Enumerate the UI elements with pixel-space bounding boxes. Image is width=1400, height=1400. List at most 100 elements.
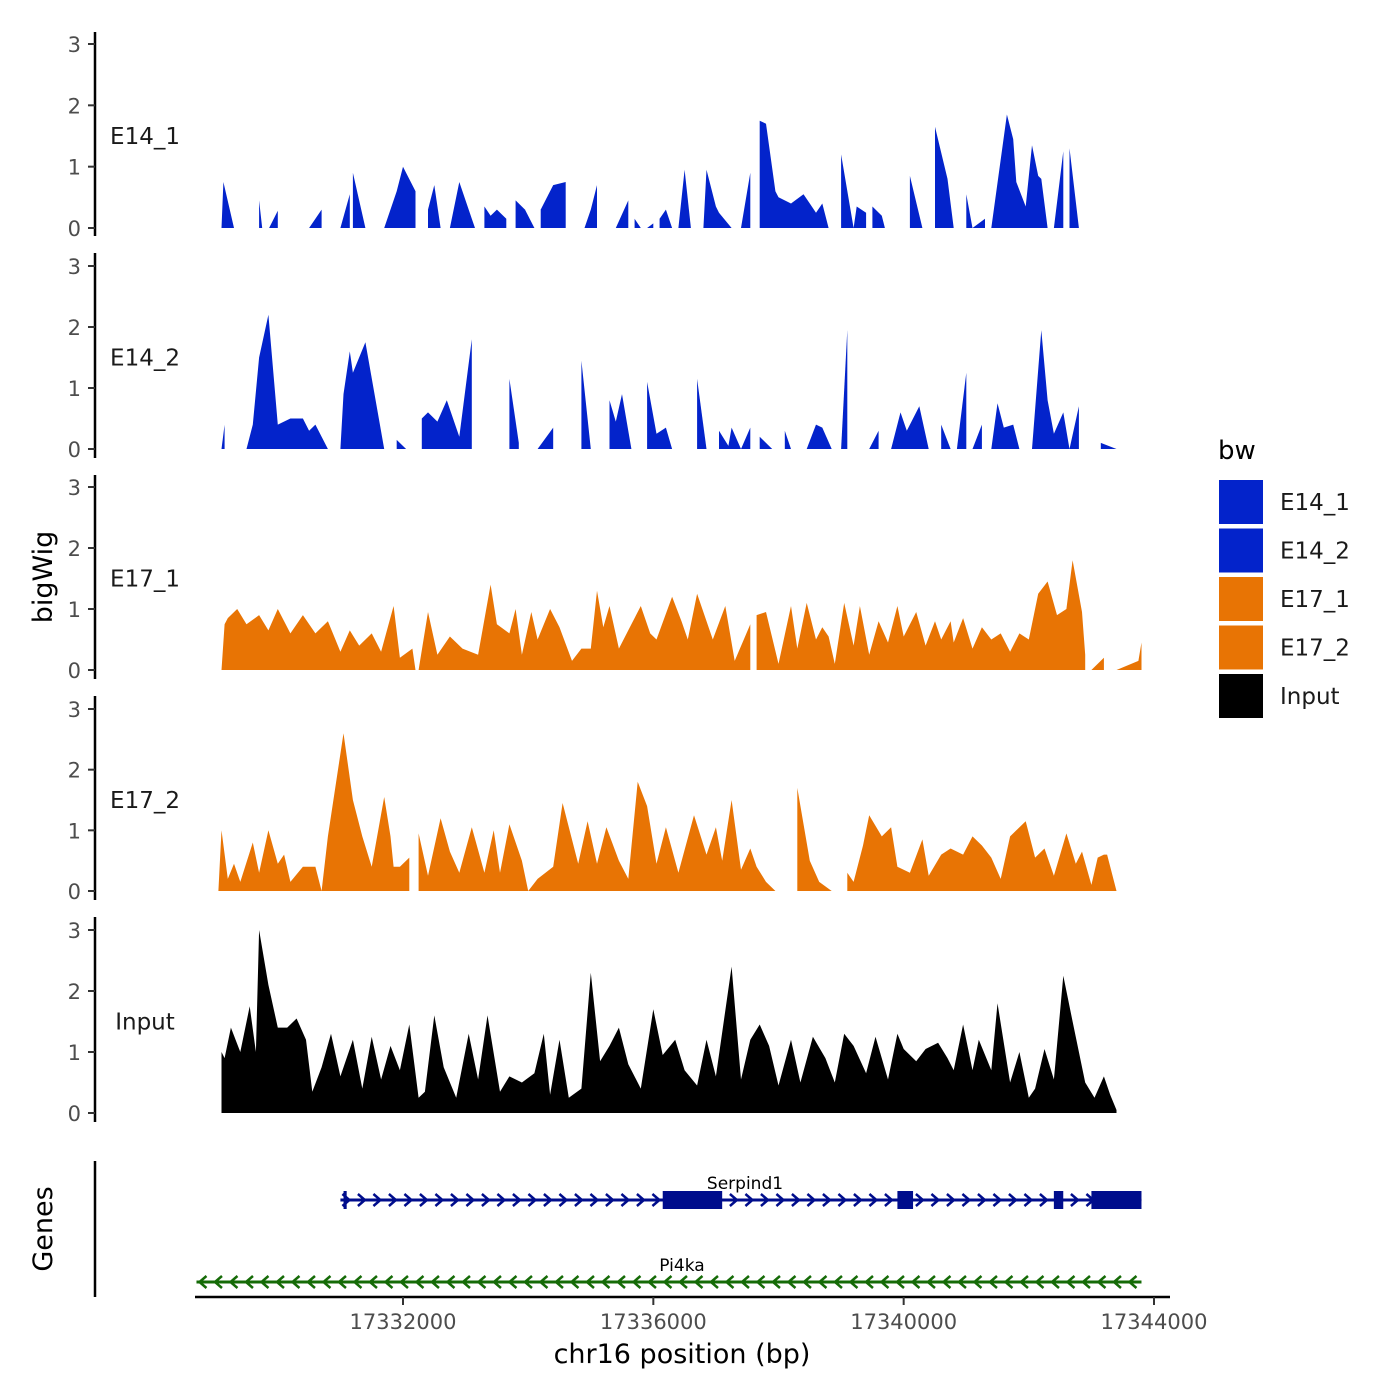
gene-Pi4ka: Pi4ka <box>196 1256 1142 1289</box>
track-E17_1: 0 1 2 3 E17_1 <box>68 475 1142 683</box>
area-E14_2-segment-23 <box>1032 330 1079 449</box>
legend-key-E14_2 <box>1219 528 1263 573</box>
legend-label-E14_2: E14_2 <box>1280 539 1350 565</box>
track-label-E14_1: E14_1 <box>110 124 180 150</box>
strand-arrow-Pi4ka-4 <box>259 1275 270 1289</box>
strand-arrow-Pi4ka-15 <box>430 1275 440 1289</box>
strand-arrow-Serpind1-41 <box>977 1193 987 1207</box>
strand-arrow-Pi4ka-5 <box>275 1275 285 1289</box>
strand-arrow-Pi4ka-46 <box>910 1275 921 1289</box>
legend-label-E17_2: E17_2 <box>1280 636 1350 662</box>
exon-Serpind1-3 <box>1053 1191 1064 1209</box>
track-Input: 0 1 2 3 Input <box>68 917 1117 1126</box>
track-label-E17_2: E17_2 <box>110 788 180 814</box>
strand-arrow-Serpind1-20 <box>651 1193 662 1207</box>
gene-label-Pi4ka: Pi4ka <box>659 1256 704 1276</box>
strand-arrow-Serpind1-34 <box>868 1193 879 1207</box>
legend-title: bw <box>1218 436 1256 466</box>
strand-arrow-Pi4ka-29 <box>647 1275 657 1289</box>
strand-arrow-Serpind1-29 <box>791 1193 801 1207</box>
track-label-E17_1: E17_1 <box>110 567 180 593</box>
strand-arrow-Serpind1-18 <box>620 1193 631 1207</box>
strand-arrow-Serpind1-26 <box>744 1193 755 1207</box>
area-E14_1-segment-14 <box>678 169 691 228</box>
strand-arrow-Pi4ka-28 <box>631 1275 642 1289</box>
area-E14_2-segment-18 <box>891 406 929 449</box>
strand-arrow-Pi4ka-7 <box>306 1275 316 1289</box>
exon-Serpind1-1 <box>662 1191 723 1209</box>
area-E17_1-segment-4 <box>1116 642 1142 670</box>
gene-Serpind1: Serpind1 <box>340 1174 1142 1209</box>
strand-arrow-Serpind1-37 <box>915 1193 925 1207</box>
area-E14_1-segment-7 <box>484 206 507 228</box>
y-tick-label-E17_1-3: 3 <box>68 476 81 500</box>
area-E14_1-segment-2 <box>302 209 322 228</box>
area-E14_1-segment-18 <box>872 206 898 228</box>
area-E14_2-segment-3 <box>396 439 407 449</box>
strand-arrow-Serpind1-19 <box>636 1193 646 1207</box>
genes-axis-title: Genes <box>28 1186 59 1271</box>
y-tick-label-E14_2-0: 0 <box>68 438 81 462</box>
exon-Serpind1-4 <box>1091 1191 1142 1209</box>
area-E14_2-segment-25 <box>1100 442 1117 449</box>
strand-arrow-Serpind1-6 <box>434 1193 445 1207</box>
strand-arrow-Serpind1-11 <box>512 1193 522 1207</box>
strand-arrow-Pi4ka-21 <box>523 1275 533 1289</box>
strand-arrow-Pi4ka-19 <box>492 1275 502 1289</box>
area-E14_1-segment-1 <box>259 200 278 228</box>
strand-arrow-Pi4ka-33 <box>709 1275 719 1289</box>
strand-arrow-Serpind1-42 <box>992 1193 1003 1207</box>
strand-arrow-Serpind1-15 <box>574 1193 584 1207</box>
strand-arrow-Serpind1-38 <box>930 1193 941 1207</box>
area-E14_1-segment-4 <box>352 166 416 228</box>
strand-arrow-Pi4ka-20 <box>507 1275 518 1289</box>
strand-arrow-Pi4ka-55 <box>1050 1275 1060 1289</box>
strand-arrow-Serpind1-32 <box>837 1193 848 1207</box>
area-E14_2-segment-17 <box>869 430 879 449</box>
strand-arrow-Pi4ka-47 <box>926 1275 936 1289</box>
x-tick-label-17340000: 17340000 <box>850 1310 957 1334</box>
track-E14_2: 0 1 2 3 E14_2 <box>68 253 1117 462</box>
strand-arrow-Serpind1-28 <box>775 1193 786 1207</box>
strand-arrow-Pi4ka-50 <box>972 1275 983 1289</box>
y-tick-label-E14_2-1: 1 <box>68 377 81 401</box>
strand-arrow-Serpind1-5 <box>419 1193 429 1207</box>
strand-arrow-Pi4ka-53 <box>1019 1275 1029 1289</box>
strand-arrow-Serpind1-4 <box>403 1193 414 1207</box>
area-E14_2-segment-9 <box>609 394 641 449</box>
area-E17_2-segment-2 <box>797 787 842 891</box>
area-E17_1-segment-2 <box>756 560 1086 670</box>
strand-arrow-Pi4ka-25 <box>585 1275 595 1289</box>
strand-arrow-Pi4ka-23 <box>554 1275 564 1289</box>
strand-arrow-Pi4ka-3 <box>244 1275 254 1289</box>
y-tick-label-E17_2-1: 1 <box>68 819 81 843</box>
area-E14_1-segment-12 <box>634 218 654 228</box>
strand-arrow-Serpind1-30 <box>806 1193 817 1207</box>
track-label-Input: Input <box>115 1010 175 1036</box>
area-E17_2-segment-1 <box>418 781 776 891</box>
strand-arrow-Pi4ka-37 <box>771 1275 781 1289</box>
tracks-layer: 0 1 2 3 E14_1 0 1 2 3 E14_2 0 1 2 3 E17_1 0 1 2 3 E17_2 0 1 2 3… <box>68 32 1142 1126</box>
area-E14_2-segment-15 <box>806 424 832 449</box>
strand-arrow-Serpind1-13 <box>543 1193 553 1207</box>
strand-arrow-Serpind1-47 <box>1070 1193 1080 1207</box>
strand-arrow-Serpind1-45 <box>1039 1193 1049 1207</box>
legend-label-Input: Input <box>1280 684 1340 710</box>
y-tick-label-E17_1-2: 2 <box>68 537 81 561</box>
area-E14_2-segment-22 <box>991 403 1020 449</box>
strand-arrow-Serpind1-40 <box>961 1193 972 1207</box>
area-E14_1-segment-15 <box>703 169 751 228</box>
area-E14_2-segment-1 <box>237 314 328 449</box>
area-E14_1-segment-13 <box>659 209 673 228</box>
strand-arrow-Pi4ka-0 <box>197 1275 208 1289</box>
area-E14_1-segment-19 <box>909 175 926 228</box>
area-E14_2-segment-10 <box>647 381 685 449</box>
strand-arrow-Serpind1-10 <box>496 1193 507 1207</box>
strand-arrow-Pi4ka-35 <box>740 1275 750 1289</box>
y-tick-label-E17_1-1: 1 <box>68 598 81 622</box>
strand-arrow-Serpind1-27 <box>760 1193 770 1207</box>
strand-arrow-Pi4ka-39 <box>802 1275 812 1289</box>
strand-arrow-Pi4ka-59 <box>1112 1275 1122 1289</box>
y-tick-label-E14_1-0: 0 <box>68 217 81 241</box>
strand-arrow-Serpind1-7 <box>450 1193 460 1207</box>
